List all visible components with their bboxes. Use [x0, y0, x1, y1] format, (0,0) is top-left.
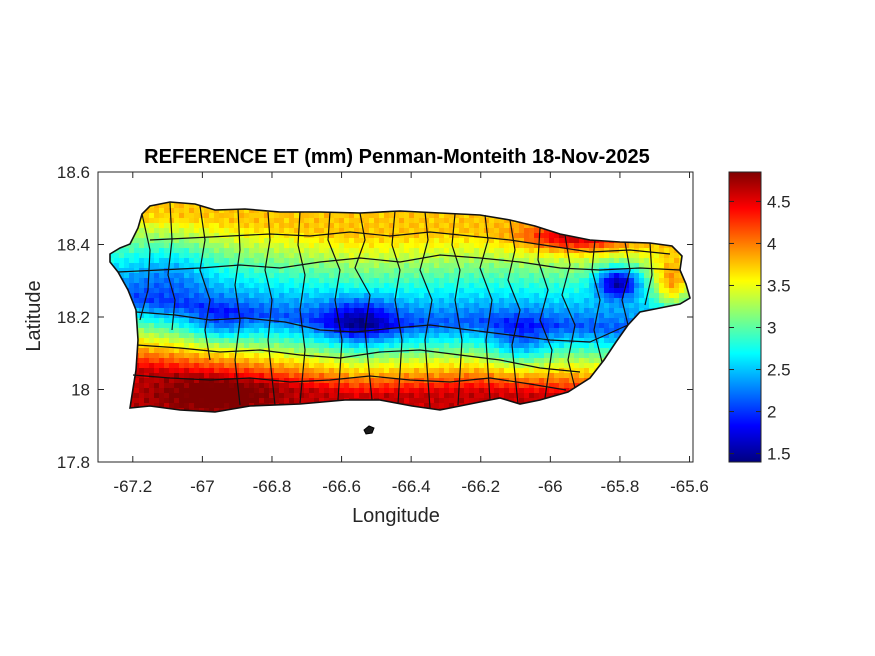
colorbar-tick-label: 4: [767, 234, 776, 253]
colorbar-tick-label: 3: [767, 319, 776, 338]
y-tick-label: 18.6: [57, 163, 90, 182]
x-tick-label: -65.8: [601, 477, 640, 496]
y-tick-label: 17.8: [57, 453, 90, 472]
x-tick-label: -67: [190, 477, 215, 496]
x-tick-label: -66: [538, 477, 563, 496]
x-tick-label: -66.6: [322, 477, 361, 496]
y-tick-label: 18.2: [57, 308, 90, 327]
municipality-boundaries: [117, 202, 681, 409]
colorbar-ticks: 1.5 2 2.5 3 3.5 4 4.5: [729, 192, 791, 464]
colorbar-tick-label: 2.5: [767, 361, 791, 380]
x-axis-label: Longitude: [352, 505, 440, 527]
y-tick-label: 18.4: [57, 236, 90, 255]
colorbar-tick-label: 4.5: [767, 192, 791, 211]
colorbar-tick-label: 3.5: [767, 276, 791, 295]
y-tick-label: 18: [71, 381, 90, 400]
coastline: [109, 201, 691, 413]
y-axis-label: Latitude: [23, 280, 45, 351]
y-axis-ticks: 17.8 18 18.2 18.4 18.6: [57, 163, 693, 472]
x-tick-label: -66.8: [253, 477, 292, 496]
colorbar: [728, 171, 762, 463]
x-axis-ticks: -67.2 -67 -66.8 -66.6 -66.4 -66.2 -66 -65.8 -65.…: [113, 172, 709, 496]
colorbar-tick-label: 2: [767, 403, 776, 422]
small-island: [363, 425, 375, 435]
chart-title: REFERENCE ET (mm) Penman-Monteith 18-Nov…: [144, 146, 650, 168]
x-tick-label: -65.6: [670, 477, 709, 496]
x-tick-label: -66.4: [392, 477, 431, 496]
x-tick-label: -67.2: [113, 477, 152, 496]
colorbar-tick-label: 1.5: [767, 445, 791, 464]
x-tick-label: -66.2: [461, 477, 500, 496]
